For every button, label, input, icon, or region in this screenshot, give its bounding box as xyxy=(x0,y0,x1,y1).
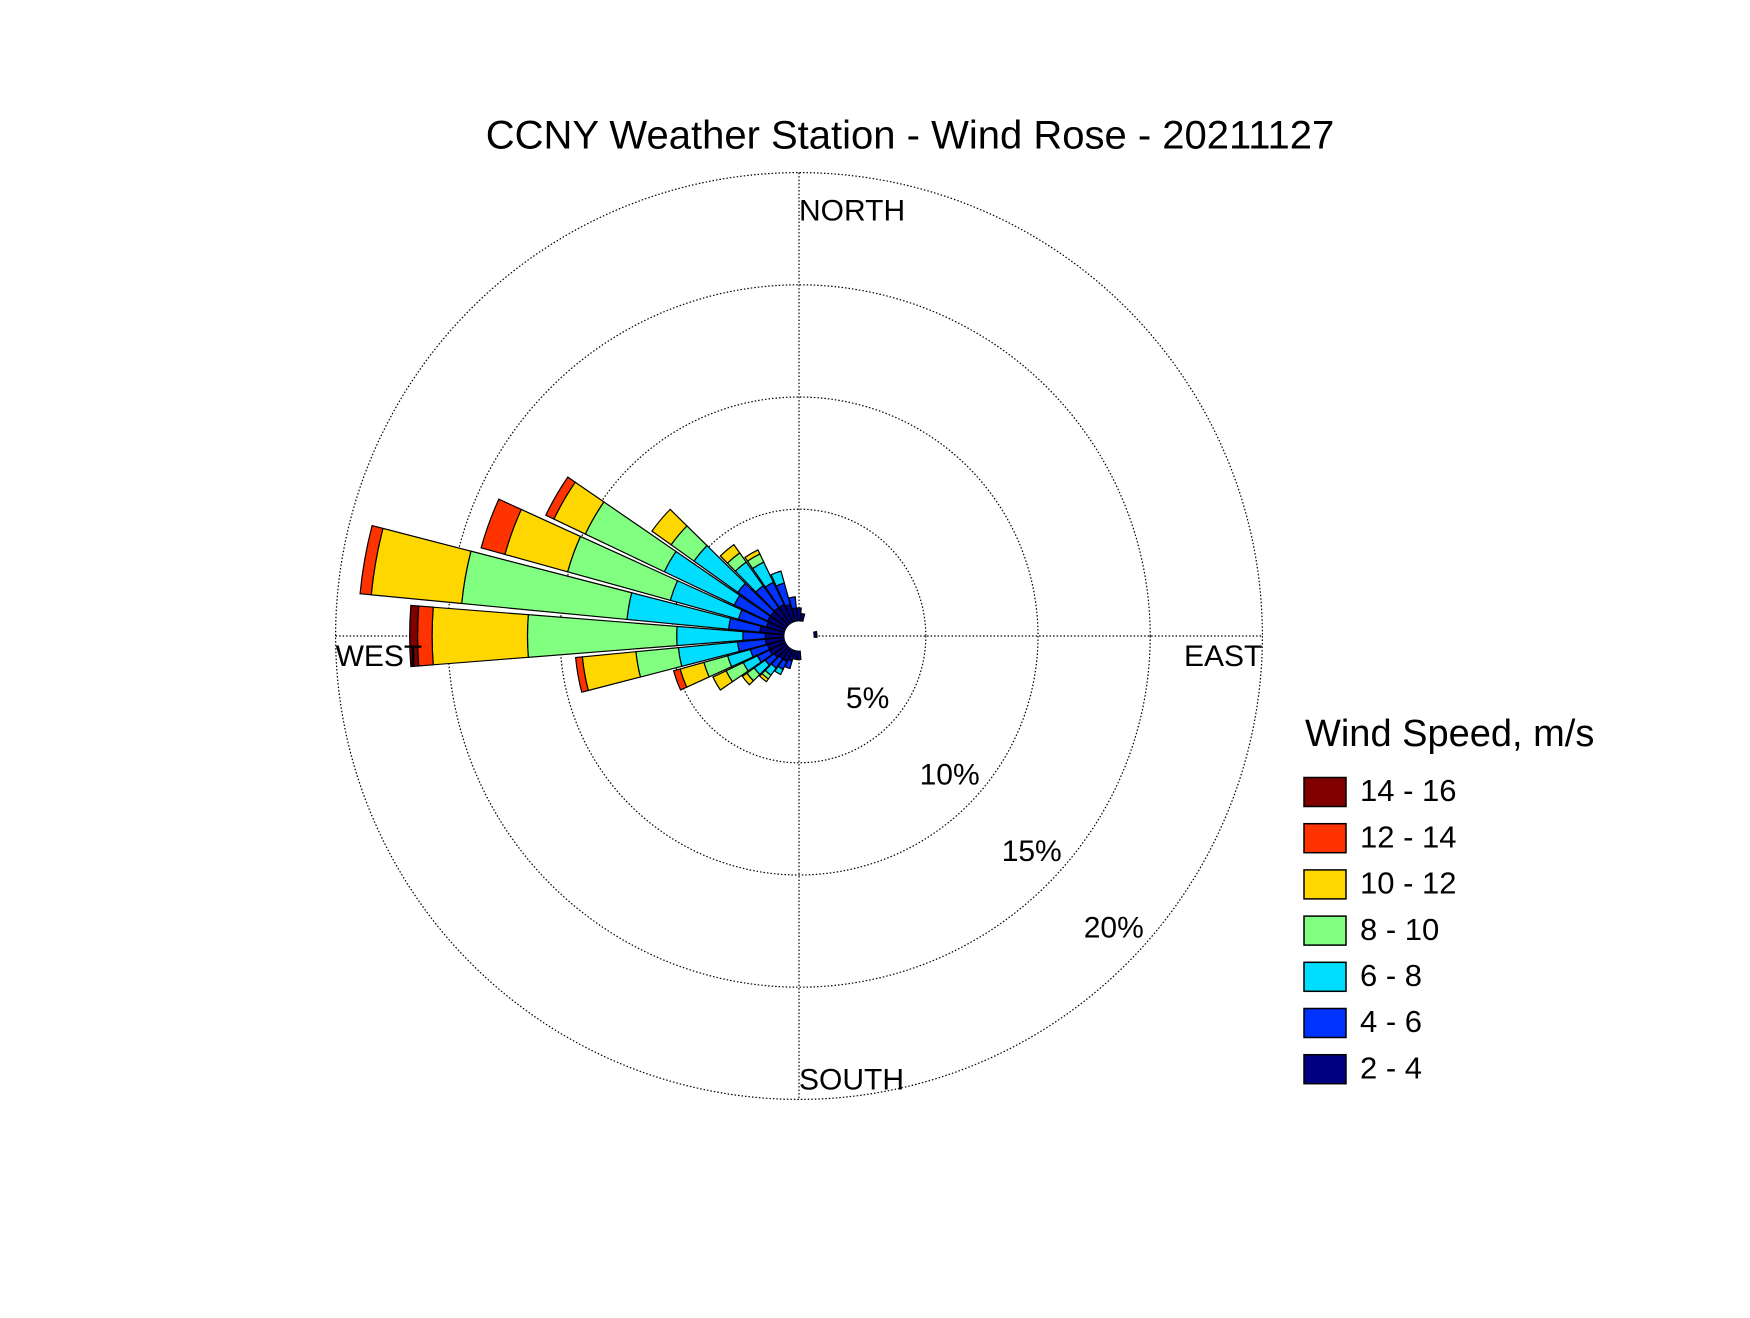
legend-label: 12 - 14 xyxy=(1360,819,1457,854)
chart-title: CCNY Weather Station - Wind Rose - 20211… xyxy=(486,114,1335,158)
wind-segment xyxy=(814,635,817,638)
legend-label: 10 - 12 xyxy=(1360,866,1457,901)
legend-swatch xyxy=(1304,1009,1346,1038)
wind-segment xyxy=(800,614,804,622)
r-tick-label: 10% xyxy=(920,758,980,791)
center-hole xyxy=(784,621,813,650)
r-tick-label: 5% xyxy=(846,682,889,715)
legend-title: Wind Speed, m/s xyxy=(1305,713,1594,755)
legend-label: 2 - 4 xyxy=(1360,1050,1422,1085)
legend-label: 14 - 16 xyxy=(1360,773,1457,808)
legend-swatch xyxy=(1304,962,1346,991)
r-tick-label: 15% xyxy=(1002,835,1062,868)
legend-label: 6 - 8 xyxy=(1360,958,1422,993)
legend-swatch xyxy=(1304,916,1346,945)
compass-label: SOUTH xyxy=(799,1063,904,1096)
compass-label: NORTH xyxy=(799,195,905,228)
legend-swatch xyxy=(1304,778,1346,807)
r-tick-label: 20% xyxy=(1084,911,1144,944)
compass-label: WEST xyxy=(336,640,423,673)
legend-label: 4 - 6 xyxy=(1360,1004,1422,1039)
wind-segment xyxy=(371,528,471,603)
legend-swatch xyxy=(1304,870,1346,899)
legend-label: 8 - 10 xyxy=(1360,912,1439,947)
legend-swatch xyxy=(1304,824,1346,853)
wind-segment xyxy=(432,607,528,665)
compass-label: EAST xyxy=(1184,640,1262,673)
legend-swatch xyxy=(1304,1055,1346,1084)
wind-segment xyxy=(582,652,640,691)
